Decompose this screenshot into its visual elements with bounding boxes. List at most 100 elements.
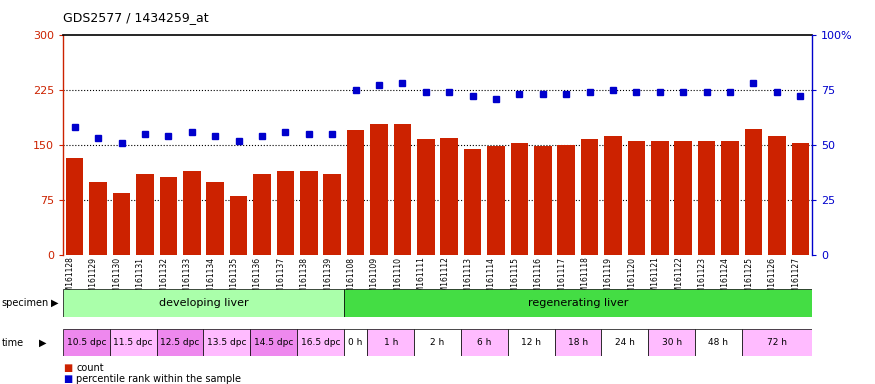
- Bar: [253, 174, 270, 255]
- Bar: [695, 329, 742, 356]
- Text: GSM161133: GSM161133: [183, 257, 192, 303]
- Bar: [63, 289, 344, 317]
- Text: 72 h: 72 h: [766, 338, 787, 347]
- Bar: [675, 141, 692, 255]
- Text: GSM161123: GSM161123: [697, 257, 707, 303]
- Bar: [464, 149, 481, 255]
- Text: 48 h: 48 h: [709, 338, 728, 347]
- Text: GSM161135: GSM161135: [229, 257, 239, 303]
- Text: regenerating liver: regenerating liver: [528, 298, 628, 308]
- Bar: [792, 144, 809, 255]
- Text: GDS2577 / 1434259_at: GDS2577 / 1434259_at: [63, 12, 208, 25]
- Text: GSM161110: GSM161110: [394, 257, 402, 303]
- Bar: [110, 329, 157, 356]
- Bar: [370, 124, 388, 255]
- Bar: [89, 182, 107, 255]
- Text: GSM161114: GSM161114: [487, 257, 496, 303]
- Bar: [300, 171, 318, 255]
- Bar: [113, 193, 130, 255]
- Bar: [511, 144, 528, 255]
- Bar: [183, 171, 200, 255]
- Text: GSM161112: GSM161112: [440, 257, 449, 303]
- Bar: [230, 197, 248, 255]
- Bar: [394, 124, 411, 255]
- Text: GSM161120: GSM161120: [627, 257, 636, 303]
- Text: GSM161115: GSM161115: [510, 257, 520, 303]
- Text: GSM161124: GSM161124: [721, 257, 730, 303]
- Bar: [157, 329, 203, 356]
- Bar: [63, 329, 110, 356]
- Text: developing liver: developing liver: [158, 298, 248, 308]
- Text: count: count: [76, 363, 104, 373]
- Text: GSM161136: GSM161136: [253, 257, 262, 303]
- Text: GSM161128: GSM161128: [66, 257, 74, 303]
- Text: 11.5 dpc: 11.5 dpc: [114, 338, 153, 347]
- Bar: [651, 141, 668, 255]
- Text: GSM161139: GSM161139: [323, 257, 332, 303]
- Text: 10.5 dpc: 10.5 dpc: [66, 338, 106, 347]
- Bar: [346, 130, 364, 255]
- Text: GSM161134: GSM161134: [206, 257, 215, 303]
- Text: ■: ■: [63, 374, 73, 384]
- Text: GSM161113: GSM161113: [464, 257, 472, 303]
- Bar: [344, 289, 812, 317]
- Bar: [605, 136, 622, 255]
- Text: GSM161119: GSM161119: [604, 257, 613, 303]
- Text: GSM161116: GSM161116: [534, 257, 542, 303]
- Bar: [461, 329, 507, 356]
- Bar: [698, 141, 716, 255]
- Bar: [768, 136, 786, 255]
- Text: ▶: ▶: [51, 298, 59, 308]
- Text: 0 h: 0 h: [348, 338, 363, 347]
- Bar: [250, 329, 298, 356]
- Bar: [555, 329, 601, 356]
- Text: 30 h: 30 h: [662, 338, 682, 347]
- Text: 12 h: 12 h: [522, 338, 541, 347]
- Bar: [557, 145, 575, 255]
- Bar: [487, 146, 505, 255]
- Text: GSM161111: GSM161111: [416, 257, 426, 303]
- Bar: [745, 129, 762, 255]
- Text: 6 h: 6 h: [477, 338, 492, 347]
- Bar: [581, 139, 598, 255]
- Text: GSM161117: GSM161117: [557, 257, 566, 303]
- Text: 16.5 dpc: 16.5 dpc: [301, 338, 340, 347]
- Bar: [440, 137, 458, 255]
- Bar: [507, 329, 555, 356]
- Text: 14.5 dpc: 14.5 dpc: [254, 338, 293, 347]
- Text: time: time: [2, 338, 24, 348]
- Bar: [742, 329, 812, 356]
- Bar: [534, 146, 551, 255]
- Text: 18 h: 18 h: [568, 338, 588, 347]
- Text: GSM161118: GSM161118: [581, 257, 590, 303]
- Bar: [648, 329, 695, 356]
- Bar: [136, 174, 154, 255]
- Bar: [206, 182, 224, 255]
- Text: 2 h: 2 h: [430, 338, 444, 347]
- Text: 12.5 dpc: 12.5 dpc: [160, 338, 200, 347]
- Bar: [159, 177, 177, 255]
- Text: GSM161122: GSM161122: [675, 257, 683, 303]
- Bar: [601, 329, 648, 356]
- Bar: [276, 171, 294, 255]
- Text: specimen: specimen: [2, 298, 49, 308]
- Bar: [627, 141, 645, 255]
- Text: GSM161129: GSM161129: [89, 257, 98, 303]
- Bar: [324, 174, 341, 255]
- Text: ■: ■: [63, 363, 73, 373]
- Text: 24 h: 24 h: [615, 338, 634, 347]
- Bar: [414, 329, 461, 356]
- Bar: [721, 141, 738, 255]
- Bar: [417, 139, 435, 255]
- Text: GSM161127: GSM161127: [791, 257, 801, 303]
- Bar: [203, 329, 250, 356]
- Text: 13.5 dpc: 13.5 dpc: [207, 338, 247, 347]
- Text: GSM161130: GSM161130: [113, 257, 122, 303]
- Text: 1 h: 1 h: [383, 338, 398, 347]
- Text: percentile rank within the sample: percentile rank within the sample: [76, 374, 242, 384]
- Text: GSM161108: GSM161108: [346, 257, 355, 303]
- Text: ▶: ▶: [38, 338, 46, 348]
- Text: GSM161121: GSM161121: [651, 257, 660, 303]
- Bar: [66, 158, 83, 255]
- Text: GSM161132: GSM161132: [159, 257, 168, 303]
